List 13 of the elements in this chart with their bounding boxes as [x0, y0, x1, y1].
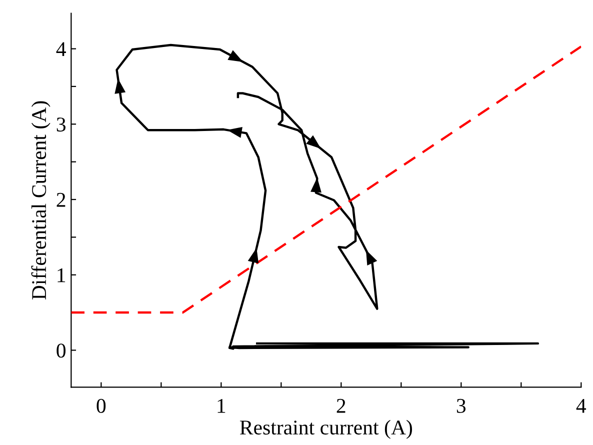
x-tick-label: 4 [576, 399, 586, 413]
y-tick-label: 4 [56, 42, 66, 56]
x-axis-title: Restraint current (A) [240, 420, 412, 439]
y-tick-label: 0 [56, 344, 66, 358]
y-tick-label: 3 [56, 118, 66, 132]
line-series [116, 44, 540, 350]
y-tick-label: 1 [58, 268, 66, 282]
x-tick-label: 2 [336, 398, 346, 413]
x-tick-label: 0 [96, 398, 106, 413]
y-axis-title: Differential Current (A) [31, 101, 50, 300]
y-tick-label: 2 [56, 192, 66, 207]
x-tick-label: 1 [218, 398, 226, 413]
x-tick-label: 3 [456, 398, 466, 413]
